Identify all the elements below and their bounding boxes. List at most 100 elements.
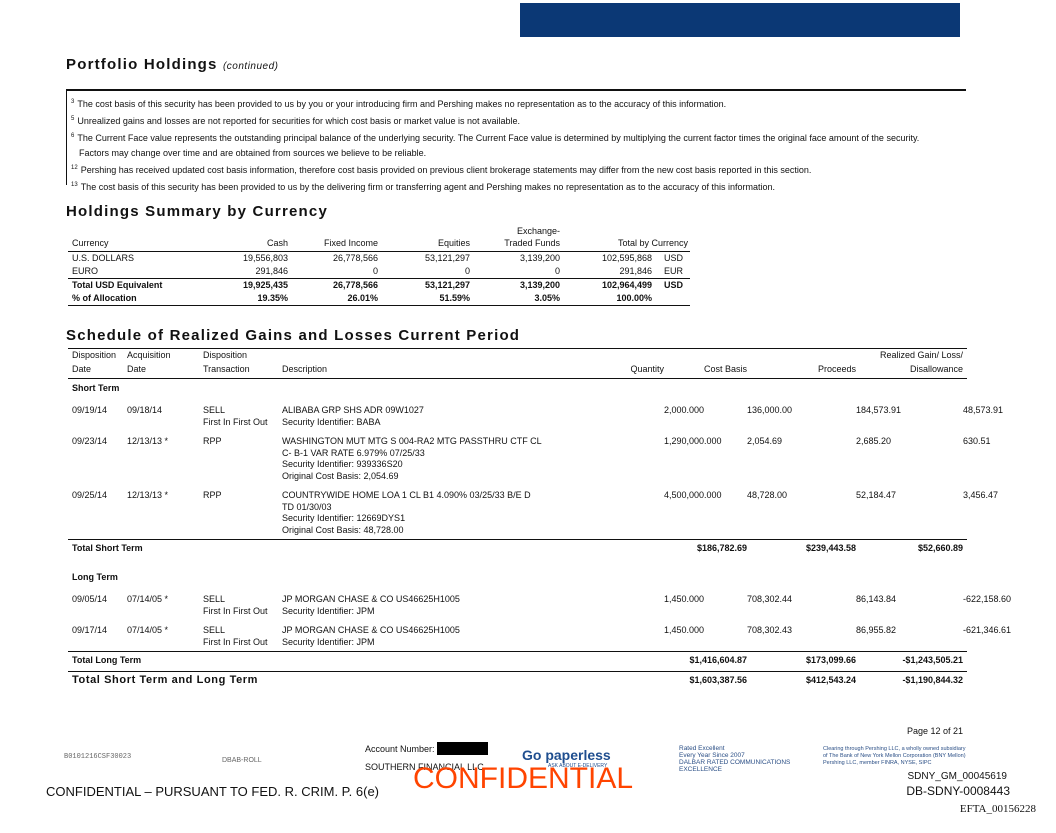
description: Security Identifier: JPM	[282, 605, 375, 616]
total-value: -$1,243,505.21	[902, 655, 963, 665]
clearing: of The Bank of New York Mellon Corporati…	[823, 753, 966, 759]
description: JP MORGAN CHASE & CO US46625H1005	[282, 625, 460, 635]
amount: -622,158.60	[963, 594, 1012, 604]
footnote-text: The cost basis of this security has been…	[80, 182, 776, 192]
cell: 0	[464, 266, 470, 276]
rule	[68, 378, 967, 379]
column-header: Total by Currency	[617, 238, 688, 248]
description: TD 01/30/03	[282, 501, 332, 512]
column-header: Currency	[72, 238, 109, 248]
cell: 26,778,566	[332, 253, 378, 263]
bates-id: DB-SDNY-0008443	[906, 784, 1010, 798]
dalbar: DALBAR RATED COMMUNICATIONS	[679, 759, 791, 766]
column-header: Exchange-Traded Funds	[504, 226, 560, 248]
section-title: Holdings Summary by Currency	[66, 203, 328, 220]
cell: 19.35%	[257, 293, 288, 303]
dalbar: EXCELLENCE	[679, 766, 722, 773]
amount: 86,143.84	[856, 594, 897, 604]
amount: 1,290,000.000	[664, 436, 722, 446]
cell: 102,595,868	[601, 253, 652, 263]
title: Portfolio Holdings	[66, 56, 218, 73]
footnote-mark: 6	[71, 133, 75, 139]
cell: 291,846	[255, 266, 288, 276]
acquisition-date: 07/14/05 *	[127, 594, 169, 604]
roll: DBAB-ROLL	[222, 757, 262, 764]
amount: 136,000.00	[747, 405, 793, 415]
description: JP MORGAN CHASE & CO US46625H1005	[282, 594, 460, 604]
cell: 0	[372, 266, 378, 276]
footnotes: 3 The cost basis of this security has bee…	[71, 95, 951, 195]
cell: 19,925,435	[242, 280, 288, 290]
amount: 1,450.000	[664, 625, 705, 635]
amount: 3,456.47	[963, 490, 999, 500]
total-label: Total Short Term and Long Term	[72, 674, 259, 686]
section-label: Long Term	[72, 572, 118, 582]
rule	[68, 348, 967, 349]
disposition-date: 09/19/14	[72, 405, 108, 415]
column-header: Disposition	[203, 350, 248, 360]
amount: 52,184.47	[856, 490, 897, 500]
rule	[68, 539, 967, 540]
total-value: $173,099.66	[805, 655, 856, 665]
section-label: Short Term	[72, 383, 120, 393]
amount: 708,302.44	[747, 594, 793, 604]
rule	[66, 89, 966, 91]
cell: 53,121,297	[424, 253, 470, 263]
row-label: U.S. DOLLARS	[72, 253, 135, 263]
footnote-mark: 3	[71, 99, 75, 105]
column-header: Quantity	[630, 364, 664, 374]
footnote: 13 The cost basis of this security has be…	[71, 178, 951, 195]
currency-code: USD	[664, 280, 684, 290]
transaction: First In First Out	[203, 605, 268, 616]
amount: 630.51	[963, 436, 991, 446]
total-value: $239,443.58	[805, 543, 856, 553]
currency-code: USD	[664, 253, 684, 263]
amount: 184,573.91	[856, 405, 902, 415]
cell: 26.01%	[347, 293, 378, 303]
column-header: Disallowance	[909, 364, 963, 374]
amount: -621,346.61	[963, 625, 1012, 635]
column-header: Fixed Income	[323, 238, 378, 248]
description: WASHINGTON MUT MTG S 004-RA2 MTG PASSTHR…	[282, 436, 542, 446]
confidential-stamp: CONFIDENTIAL	[413, 762, 634, 795]
total-value: $412,543.24	[805, 675, 856, 685]
amount: 4,500,000.000	[664, 490, 722, 500]
currency-code: EUR	[664, 266, 684, 276]
description: Security Identifier: 12669DYS1	[282, 513, 406, 523]
total-value: $1,416,604.87	[689, 655, 747, 665]
dalbar: Rated Excellent	[679, 745, 725, 752]
row-label: EURO	[72, 266, 99, 276]
disposition-date: 09/17/14	[72, 625, 108, 635]
description: ALIBABA GRP SHS ADR 09W1027	[282, 405, 424, 415]
cell: 53,121,297	[424, 280, 470, 290]
description: Security Identifier: 939336S20	[282, 459, 403, 469]
description: Original Cost Basis: 48,728.00	[282, 524, 404, 535]
amount: 2,054.69	[747, 436, 783, 446]
disposition-date: 09/23/14	[72, 436, 108, 446]
total-value: -$1,190,844.32	[902, 675, 963, 685]
paperless: Go paperless	[522, 747, 611, 763]
bates-id: SDNY_GM_00045619	[907, 771, 1007, 782]
footnote-mark: 13	[71, 182, 78, 188]
rule	[68, 651, 967, 652]
disposition-date: 09/05/14	[72, 594, 108, 604]
rule	[68, 251, 690, 252]
cell: 291,846	[619, 266, 652, 276]
cell: 0	[554, 266, 560, 276]
total-value: $1,603,387.56	[689, 675, 747, 685]
rule	[68, 671, 967, 672]
footnote-mark: 5	[71, 116, 75, 122]
subtitle: (continued)	[222, 61, 279, 72]
page-number: Page 12 of 21	[906, 726, 963, 736]
footnote: 5 Unrealized gains and losses are not rep…	[71, 112, 951, 129]
row-label: Total USD Equivalent	[72, 280, 163, 290]
rule	[68, 278, 690, 279]
cell: 51.59%	[439, 293, 470, 303]
transaction: First In First Out	[203, 636, 268, 647]
row-label: % of Allocation	[72, 293, 137, 303]
footnote-text: The cost basis of this security has been…	[77, 99, 727, 109]
footnote: 6 The Current Face value represents the o…	[71, 129, 951, 161]
total-label: Total Short Term	[72, 543, 143, 553]
account-name: SOUTHERN FINANCIAL LLC	[365, 762, 484, 772]
